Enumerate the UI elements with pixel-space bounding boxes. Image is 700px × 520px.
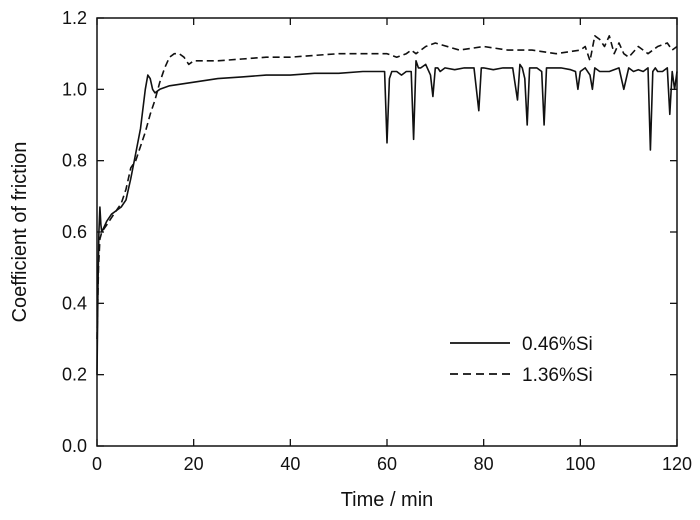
x-tick-label: 100 (565, 454, 595, 474)
legend: 0.46%Si 1.36%Si (450, 334, 593, 386)
y-tick-label: 0.6 (62, 222, 87, 242)
x-tick-label: 80 (474, 454, 494, 474)
x-tick-label: 60 (377, 454, 397, 474)
x-axis-ticks: 0 20 40 60 80 100 120 (92, 18, 692, 474)
legend-label-1: 1.36%Si (522, 365, 593, 386)
legend-label-0: 0.46%Si (522, 334, 593, 355)
x-tick-label: 0 (92, 454, 102, 474)
y-axis-label: Coefficient of friction (9, 142, 31, 323)
x-tick-label: 20 (184, 454, 204, 474)
series-line-0 (96, 59, 678, 375)
y-tick-label: 0.2 (62, 365, 87, 385)
y-tick-label: 1.0 (62, 79, 87, 99)
y-axis-ticks: 0.0 0.2 0.4 0.6 0.8 1.0 1.2 (62, 8, 677, 456)
y-tick-label: 0.4 (62, 293, 87, 313)
series-layer (96, 34, 678, 375)
y-tick-label: 0.8 (62, 151, 87, 171)
y-tick-label: 1.2 (62, 8, 87, 28)
x-tick-label: 40 (280, 454, 300, 474)
y-tick-label: 0.0 (62, 436, 87, 456)
series-line-1 (96, 34, 678, 340)
x-tick-label: 120 (662, 454, 692, 474)
x-axis-label: Time / min (341, 489, 434, 511)
